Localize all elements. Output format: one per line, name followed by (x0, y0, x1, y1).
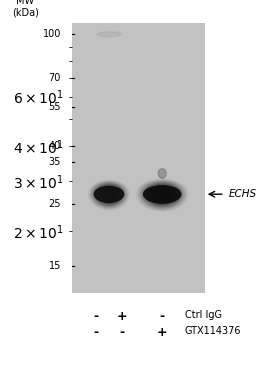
Ellipse shape (97, 186, 121, 203)
Ellipse shape (103, 190, 115, 199)
Ellipse shape (99, 187, 119, 202)
Text: +: + (157, 326, 167, 339)
Ellipse shape (157, 191, 168, 198)
Ellipse shape (144, 183, 181, 206)
Text: 100: 100 (43, 29, 61, 39)
Ellipse shape (140, 181, 185, 209)
Text: 40: 40 (49, 141, 61, 151)
Ellipse shape (100, 188, 118, 201)
Text: +: + (117, 309, 127, 323)
Ellipse shape (94, 186, 124, 202)
Ellipse shape (104, 191, 113, 197)
Text: 15: 15 (49, 261, 61, 271)
Ellipse shape (151, 188, 173, 201)
Ellipse shape (106, 192, 112, 196)
Ellipse shape (97, 32, 121, 37)
Text: 55: 55 (49, 102, 61, 112)
Ellipse shape (153, 189, 172, 200)
Text: 25: 25 (49, 199, 61, 209)
Text: -: - (93, 326, 98, 339)
Ellipse shape (91, 182, 126, 208)
Text: ECHS1: ECHS1 (229, 189, 256, 199)
Ellipse shape (155, 190, 170, 199)
Ellipse shape (138, 180, 186, 210)
Ellipse shape (147, 185, 177, 204)
Ellipse shape (90, 181, 128, 209)
Ellipse shape (102, 189, 116, 200)
Ellipse shape (96, 185, 122, 204)
Text: -: - (160, 309, 165, 323)
Ellipse shape (94, 184, 124, 205)
Text: -: - (93, 309, 98, 323)
Text: 70: 70 (49, 73, 61, 83)
Text: -: - (120, 326, 125, 339)
Ellipse shape (158, 169, 166, 178)
Ellipse shape (160, 193, 164, 196)
Ellipse shape (142, 182, 183, 208)
Ellipse shape (144, 186, 181, 203)
Ellipse shape (149, 186, 175, 203)
Ellipse shape (158, 192, 166, 197)
Text: GTX114376: GTX114376 (185, 326, 241, 336)
Ellipse shape (93, 183, 125, 206)
Ellipse shape (145, 184, 179, 205)
Text: Ctrl IgG: Ctrl IgG (185, 309, 222, 320)
Text: MW
(kDa): MW (kDa) (12, 0, 38, 17)
Ellipse shape (108, 193, 110, 195)
Text: 35: 35 (49, 158, 61, 167)
